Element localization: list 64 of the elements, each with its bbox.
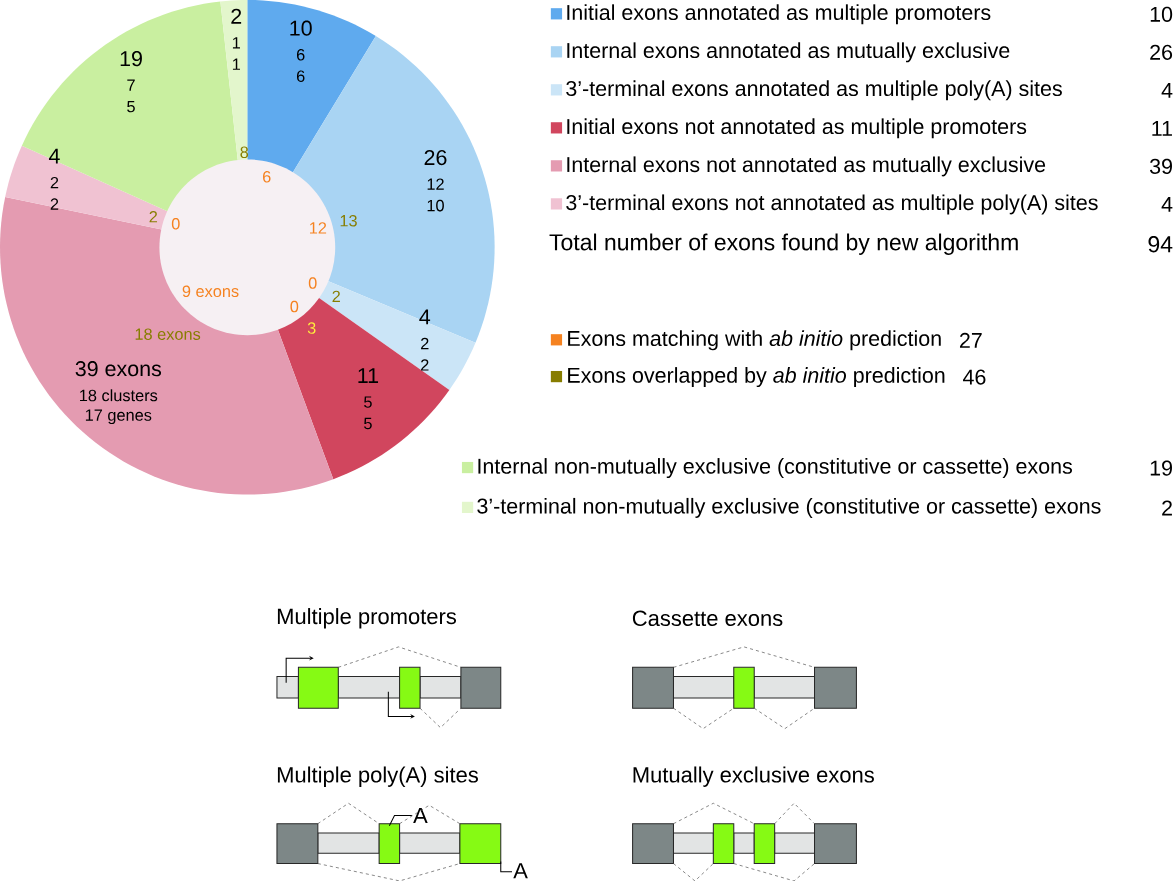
data-label: 2 (231, 8, 242, 24)
text: 13 (340, 214, 357, 227)
data-label: 26 (424, 149, 447, 166)
legend-label: 3’-terminal non-mutually exclusive (constitutive or cassette) exons (477, 497, 1101, 518)
text: A (513, 863, 528, 879)
text: 8 (240, 146, 249, 158)
text: 2 (421, 337, 429, 350)
data-label: 10 (290, 20, 312, 36)
text: 17 genes (85, 409, 152, 424)
text: 2 (149, 210, 158, 223)
data-label: 4 (48, 148, 60, 164)
text: 10 (427, 199, 444, 212)
text: 6 (263, 170, 271, 183)
text: 0 (171, 217, 180, 230)
text: 2 (421, 359, 429, 371)
data-label: 4 (419, 309, 431, 325)
text: 2 (50, 198, 59, 210)
text: 11 (1152, 120, 1172, 136)
text: 46 (963, 369, 986, 385)
legend-label: Initial exons not annotated as multiple promoters (567, 118, 1027, 139)
text: 9 exons (182, 285, 239, 297)
text: 5 (127, 100, 135, 113)
text: 0 (308, 277, 317, 289)
text: 1 (232, 37, 240, 49)
text: 2 (332, 290, 340, 302)
text: 12 (309, 222, 327, 234)
text: 2 (1162, 500, 1172, 516)
text: 18 exons (135, 328, 201, 340)
text: 0 (290, 300, 299, 313)
text: Mutually exclusive exons (633, 766, 874, 787)
data-label: 11 (358, 368, 379, 383)
legend-label: Internal non-mutually exclusive (constitutive or cassette) exons (478, 457, 1072, 478)
text: 19 (1150, 460, 1172, 476)
text: 12 (427, 178, 444, 190)
text: 26 (1150, 44, 1173, 60)
legend-label: Initial exons annotated as multiple promoters (567, 4, 991, 25)
text: 10 (1150, 6, 1173, 22)
text: Multiple poly(A) sites (277, 766, 478, 787)
data-label: 39 exons (75, 360, 162, 377)
text: 5 (364, 396, 372, 408)
text: Multiple promoters (277, 607, 457, 629)
legend-label: 3’-terminal exons annotated as multiple poly(A) sites (566, 80, 1062, 101)
legend-label: 3’-terminal exons not annotated as multiple poly(A) sites (566, 194, 1098, 215)
text: 7 (127, 79, 135, 91)
text: 6 (296, 48, 305, 61)
text: Exons matching with ab initio prediction (568, 330, 941, 351)
text: Total number of exons found by new algorithm (549, 233, 1018, 255)
text: 1 (232, 58, 240, 70)
text: 2 (50, 176, 59, 189)
text: 4 (1161, 82, 1173, 98)
text: 94 (1148, 235, 1173, 253)
text: Exons overlapped by ab initio prediction (568, 366, 945, 387)
text: A (413, 807, 428, 823)
text: 6 (296, 70, 305, 82)
data-label: 19 (120, 50, 142, 67)
text: 39 (1149, 158, 1172, 174)
legend-label: Internal exons annotated as mutually exclusive (567, 42, 1010, 63)
text: Cassette exons (632, 610, 783, 626)
text: 3 (307, 322, 316, 334)
text: 27 (959, 332, 982, 348)
text: 4 (1161, 196, 1173, 212)
text: 18 clusters (80, 389, 158, 402)
text: 5 (364, 417, 372, 430)
legend-label: Internal exons not annotated as mutually exclusive (567, 156, 1046, 177)
